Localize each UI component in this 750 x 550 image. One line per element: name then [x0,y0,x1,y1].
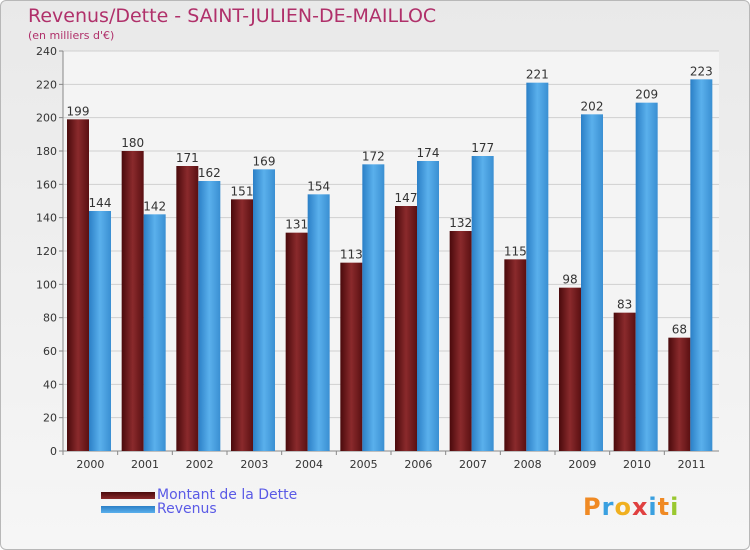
x-tick-label: 2001 [131,458,159,471]
legend-label-revenus: Revenus [157,501,217,517]
data-label: 83 [617,298,632,312]
data-label: 68 [672,323,687,337]
bar-dette [285,232,308,451]
y-tick-label: 0 [50,445,57,458]
data-label: 132 [449,216,472,230]
bar-dette [67,119,89,451]
bar-revenus [362,164,385,452]
logo-letter: r [601,493,615,521]
data-label: 151 [231,184,254,198]
bar-dette [395,206,417,451]
data-label: 199 [67,104,90,118]
legend-item-revenus: Revenus [101,501,217,517]
y-tick-label: 120 [36,245,57,258]
data-label: 177 [471,141,494,155]
x-tick-label: 2005 [350,458,378,471]
data-label: 171 [176,151,199,165]
x-tick-label: 2011 [678,458,706,471]
data-label: 169 [253,154,276,168]
chart-subtitle: (en milliers d'€) [28,29,115,42]
bar-revenus [417,161,439,451]
data-label: 172 [362,149,385,163]
x-tick-label: 2004 [295,458,323,471]
logo-letter: i [670,493,680,521]
logo-letter: t [657,493,671,521]
x-tick-label: 2008 [514,458,542,471]
x-tick-label: 2003 [240,458,268,471]
bar-dette [231,199,253,451]
bar-dette [668,337,691,451]
legend-item-dette: Montant de la Dette [101,487,297,503]
data-label: 202 [581,99,604,113]
bar-revenus [635,102,658,452]
bar-dette [340,262,363,451]
bar-revenus [89,211,111,451]
data-label: 221 [526,68,549,82]
data-label: 113 [340,248,363,262]
data-label: 98 [562,273,577,287]
y-tick-label: 40 [43,378,57,391]
x-tick-label: 2006 [404,458,432,471]
data-label: 174 [417,146,440,160]
legend-swatch-dette [101,491,155,499]
y-tick-label: 80 [43,312,57,325]
x-tick-label: 2002 [186,458,214,471]
logo-letter: x [631,493,649,521]
y-tick-label: 240 [36,45,57,58]
logo-letter: o [614,493,632,521]
x-tick-label: 2010 [623,458,651,471]
y-tick-label: 140 [36,212,57,225]
data-label: 147 [395,191,418,205]
bar-revenus [143,214,166,451]
y-tick-label: 220 [36,78,57,91]
data-label: 209 [635,88,658,102]
data-label: 144 [89,196,112,210]
logo-letter: P [583,493,602,521]
y-tick-label: 180 [36,145,57,158]
data-label: 131 [285,218,308,232]
x-tick-label: 2000 [76,458,104,471]
data-label: 162 [198,166,221,180]
bar-revenus [307,194,330,452]
bar-revenus [471,156,494,451]
bar-revenus [253,169,275,452]
bar-dette [613,312,636,451]
bar-revenus [198,181,221,451]
x-tick-label: 2009 [568,458,596,471]
y-tick-label: 100 [36,278,57,291]
data-label: 142 [143,199,166,213]
bar-revenus [690,79,713,451]
bar-dette [176,166,199,451]
y-tick-label: 20 [43,412,57,425]
bar-dette [504,259,527,451]
y-tick-label: 200 [36,112,57,125]
data-label: 154 [307,179,330,193]
bar-revenus [526,82,549,452]
y-tick-label: 60 [43,345,57,358]
data-label: 180 [121,136,144,150]
bar-dette [121,151,144,451]
legend-label-dette: Montant de la Dette [157,487,298,503]
y-tick-label: 160 [36,178,57,191]
data-label: 115 [504,244,527,258]
legend-swatch-revenus [101,505,155,513]
chart-title: Revenus/Dette - SAINT-JULIEN-DE-MAILLOC [28,5,437,27]
x-tick-label: 2007 [459,458,487,471]
data-label: 223 [690,64,713,78]
logo-letter: i [648,493,658,521]
proxiti-logo: Proxiti [583,493,679,521]
bar-dette [559,287,581,451]
bar-dette [449,231,472,451]
bar-revenus [581,114,603,451]
